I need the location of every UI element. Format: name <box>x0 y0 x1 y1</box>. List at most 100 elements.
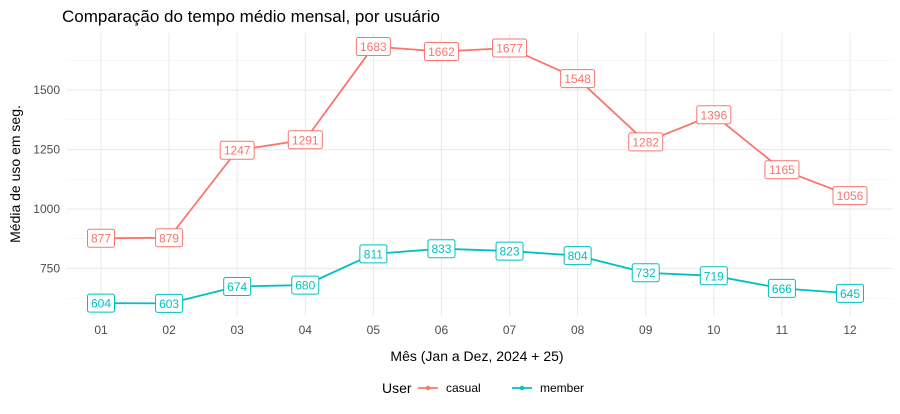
data-label-box <box>699 266 728 286</box>
data-label-casual: 1683 <box>355 37 391 57</box>
data-label-box <box>832 186 868 206</box>
legend: User casual member <box>382 380 584 396</box>
data-label-box <box>291 275 320 295</box>
y-axis-ticks: 750 1000 1250 1500 <box>33 83 60 275</box>
data-label-box <box>631 263 660 283</box>
data-label-box <box>355 37 391 57</box>
data-label-casual: 1291 <box>287 130 323 150</box>
x-tick-label: 11 <box>776 323 789 337</box>
legend-title: User <box>382 380 412 396</box>
data-label-text: 877 <box>91 232 111 246</box>
data-label-casual: 1548 <box>560 69 596 89</box>
data-label-text: 1247 <box>224 144 251 158</box>
x-tick-label: 12 <box>843 323 857 337</box>
data-label-box <box>219 140 255 160</box>
data-label-text: 1683 <box>360 40 387 54</box>
data-label-box <box>87 293 115 313</box>
data-label-member: 674 <box>223 277 252 297</box>
data-label-text: 603 <box>159 297 179 311</box>
data-label-box <box>764 160 800 180</box>
data-label-casual: 1396 <box>696 105 732 125</box>
series-line-member <box>100 247 851 305</box>
data-label-member: 603 <box>155 293 184 313</box>
data-label-member: 666 <box>767 278 796 298</box>
data-label-box <box>767 278 796 298</box>
data-label-text: 604 <box>91 297 111 311</box>
data-label-box <box>423 42 459 62</box>
x-tick-label: 02 <box>162 323 176 337</box>
chart-title: Comparação do tempo médio mensal, por us… <box>62 7 440 26</box>
data-label-member: 719 <box>699 266 728 286</box>
data-label-member: 833 <box>427 239 456 259</box>
data-label-box <box>287 130 323 150</box>
data-label-box <box>155 293 184 313</box>
data-label-box <box>560 69 596 89</box>
data-label-member: 823 <box>495 241 524 261</box>
x-tick-label: 03 <box>231 323 245 337</box>
x-axis-title: Mês (Jan a Dez, 2024 + 25) <box>390 348 563 364</box>
data-label-casual: 1677 <box>492 38 528 58</box>
x-tick-label: 09 <box>639 323 653 337</box>
data-label-box <box>427 239 456 259</box>
data-label-text: 1282 <box>632 135 659 149</box>
data-label-member: 804 <box>563 246 592 266</box>
legend-key-point-member <box>519 385 525 391</box>
data-label-casual: 1282 <box>628 132 664 152</box>
data-label-box <box>696 105 732 125</box>
data-label-text: 811 <box>364 247 383 261</box>
data-label-text: 1548 <box>564 72 591 86</box>
data-label-casual: 1165 <box>764 160 800 180</box>
data-label-text: 645 <box>840 287 860 301</box>
y-tick-label: 750 <box>40 261 60 275</box>
data-label-box <box>223 277 252 297</box>
data-label-casual: 879 <box>155 228 184 248</box>
data-label-text: 879 <box>159 231 179 245</box>
y-tick-label: 1250 <box>33 143 60 157</box>
y-axis-title: Média de uso em seg. <box>7 105 23 243</box>
data-label-casual: 1056 <box>832 186 868 206</box>
x-axis-ticks: 01 02 03 04 05 06 07 08 09 10 11 12 <box>94 323 857 337</box>
data-label-text: 666 <box>772 282 792 296</box>
data-label-text: 1677 <box>496 41 523 55</box>
x-tick-label: 04 <box>299 323 313 337</box>
data-labels: 877 879 1247 1291 1683 1662 1677 1548 1282 1396 11… <box>87 37 868 313</box>
series-lines <box>99 44 852 305</box>
data-label-text: 1056 <box>837 189 864 203</box>
x-tick-label: 10 <box>707 323 721 337</box>
data-label-box <box>836 283 864 303</box>
data-label-casual: 877 <box>87 228 115 248</box>
data-label-member: 604 <box>87 293 115 313</box>
data-label-member: 811 <box>359 244 388 264</box>
legend-key-point-casual <box>425 385 431 391</box>
grid-lines <box>67 33 892 316</box>
data-label-text: 1396 <box>700 108 727 122</box>
data-label-box <box>495 241 524 261</box>
data-label-member: 680 <box>291 275 320 295</box>
x-tick-label: 06 <box>435 323 449 337</box>
data-label-text: 732 <box>636 266 656 280</box>
data-label-box <box>563 246 592 266</box>
data-label-text: 823 <box>500 245 520 259</box>
data-label-box <box>87 228 115 248</box>
data-label-member: 732 <box>631 263 660 283</box>
data-label-text: 804 <box>568 249 588 263</box>
data-label-box <box>155 228 184 248</box>
y-tick-label: 1000 <box>33 202 60 216</box>
data-label-text: 674 <box>227 280 247 294</box>
data-label-box <box>359 244 388 264</box>
y-tick-label: 1500 <box>33 83 60 97</box>
legend-label-casual: casual <box>446 381 481 395</box>
data-label-box <box>628 132 664 152</box>
data-label-text: 833 <box>431 242 451 256</box>
data-label-casual: 1662 <box>423 42 459 62</box>
data-label-text: 719 <box>704 269 724 283</box>
x-tick-label: 07 <box>503 323 517 337</box>
x-tick-label: 05 <box>367 323 381 337</box>
data-label-text: 680 <box>295 279 315 293</box>
data-label-box <box>492 38 528 58</box>
data-label-text: 1662 <box>428 45 455 59</box>
x-tick-label: 08 <box>571 323 585 337</box>
x-tick-label: 01 <box>94 323 108 337</box>
data-label-member: 645 <box>836 283 864 303</box>
